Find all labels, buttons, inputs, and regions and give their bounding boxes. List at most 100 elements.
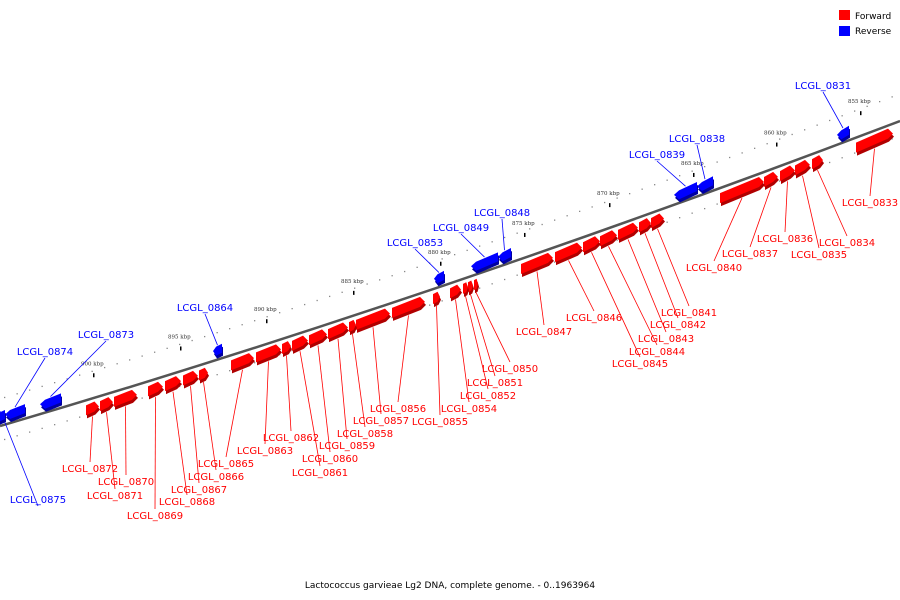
gene-lcgl_0847[interactable] xyxy=(521,252,554,277)
scale-dot xyxy=(504,236,506,239)
gene-lcgl_0841[interactable] xyxy=(651,213,665,232)
gene-lcgl_0862[interactable] xyxy=(282,341,292,358)
gene-lcgl_0873[interactable] xyxy=(40,393,62,412)
gene-lcgl_0844[interactable] xyxy=(600,230,618,250)
scale-dot-lower xyxy=(516,274,518,276)
scale-label: 870 kbp xyxy=(597,191,620,197)
scale-label: 885 kbp xyxy=(341,279,364,285)
callout-line xyxy=(299,351,321,467)
gene-lcgl_0851[interactable] xyxy=(468,280,474,296)
scale-dot xyxy=(729,156,731,159)
scale-label: 855 kbp xyxy=(848,99,871,105)
callout-line xyxy=(317,345,331,453)
gene-arrow xyxy=(780,165,795,182)
scale-dot xyxy=(804,129,806,131)
gene-lcgl_0843[interactable] xyxy=(618,222,639,243)
scale-dot xyxy=(304,303,306,306)
gene-lcgl_0867[interactable] xyxy=(183,370,199,389)
gene-lcgl_0861[interactable] xyxy=(292,335,309,354)
gene-label: LCGL_0851 xyxy=(467,378,523,389)
gene-lcgl_0863[interactable] xyxy=(256,344,282,366)
scale-dot xyxy=(441,258,443,260)
gene-lcgl_0849[interactable] xyxy=(471,252,499,274)
gene-label: LCGL_0842 xyxy=(650,320,706,331)
scale-dot xyxy=(654,184,656,186)
gene-label: LCGL_0860 xyxy=(302,454,358,465)
gene-label: LCGL_0864 xyxy=(177,303,233,314)
gene-lcgl_0846[interactable] xyxy=(555,242,583,266)
scale-dot-lower xyxy=(229,370,231,372)
scale-dot xyxy=(341,291,343,293)
gene-label: LCGL_0849 xyxy=(433,223,489,234)
gene-arrow xyxy=(0,410,5,422)
gene-arrow xyxy=(349,319,356,333)
gene-lcgl_0871[interactable] xyxy=(100,397,114,415)
scale-dot xyxy=(4,396,6,399)
gene-arrow xyxy=(356,308,390,330)
scale-dot-lower xyxy=(829,161,831,164)
gene-arrow xyxy=(292,335,308,351)
scale-major-tick xyxy=(776,142,778,147)
scale-dot xyxy=(29,389,31,391)
callout-line xyxy=(608,246,658,346)
gene-label: LCGL_0848 xyxy=(474,208,530,219)
gene-lcgl_0834[interactable] xyxy=(812,155,824,173)
gene-lcgl_0839[interactable] xyxy=(674,182,698,203)
gene-lcgl_0853[interactable] xyxy=(434,270,445,287)
gene-arrow xyxy=(282,341,291,355)
gene-lcgl_0868[interactable] xyxy=(165,376,182,395)
gene-lcgl_0854[interactable] xyxy=(450,284,462,302)
callout-line xyxy=(784,181,788,233)
gene-lcgl_0848[interactable] xyxy=(498,247,512,265)
gene-lcgl_0860[interactable] xyxy=(309,329,328,349)
gene-arrow xyxy=(795,159,810,176)
callout-line xyxy=(0,411,39,507)
gene-lcgl_0864[interactable] xyxy=(213,343,223,359)
gene-label: LCGL_0857 xyxy=(353,416,409,427)
gene-label: LCGL_0855 xyxy=(412,417,468,428)
gene-arrow xyxy=(213,343,222,356)
callout-line xyxy=(436,305,441,416)
gene-lcgl_0874[interactable] xyxy=(5,404,26,423)
gene-lcgl_0835[interactable] xyxy=(795,159,811,179)
gene-lcgl_0865[interactable] xyxy=(231,353,255,374)
scale-dot-lower xyxy=(16,435,18,437)
gene-lcgl_0856[interactable] xyxy=(392,296,426,321)
gene-label: LCGL_0875 xyxy=(10,495,66,506)
gene-lcgl_0838[interactable] xyxy=(697,176,714,195)
gene-label: LCGL_0837 xyxy=(722,249,778,260)
gene-lcgl_0840[interactable] xyxy=(720,176,765,207)
gene-lcgl_0872[interactable] xyxy=(86,401,100,419)
gene-lcgl_0833[interactable] xyxy=(856,128,894,156)
scale-dot-lower xyxy=(491,283,493,285)
scale-dot xyxy=(141,355,143,357)
gene-lcgl_0859[interactable] xyxy=(328,322,349,343)
gene-lcgl_0842[interactable] xyxy=(639,218,652,236)
gene-lcgl_0837[interactable] xyxy=(764,171,779,190)
gene-lcgl_0858[interactable] xyxy=(349,319,357,336)
gene-lcgl_0875[interactable] xyxy=(0,410,6,425)
scale-dot-lower xyxy=(841,157,843,159)
gene-label: LCGL_0846 xyxy=(566,313,622,324)
gene-lcgl_0836[interactable] xyxy=(780,165,796,185)
scale-dot xyxy=(354,287,356,289)
legend-forward-swatch xyxy=(839,10,850,20)
gene-lcgl_0852[interactable] xyxy=(463,282,469,297)
gene-lcgl_0870[interactable] xyxy=(114,389,138,410)
scale-ticks xyxy=(4,96,893,441)
callout-line xyxy=(475,292,511,363)
gene-lcgl_0869[interactable] xyxy=(148,381,164,400)
scale-dot xyxy=(166,347,168,349)
gene-lcgl_0857[interactable] xyxy=(356,308,391,333)
scale-dot xyxy=(391,275,393,277)
gene-lcgl_0831[interactable] xyxy=(837,125,850,143)
gene-lcgl_0855[interactable] xyxy=(433,291,441,308)
gene-label: LCGL_0845 xyxy=(612,359,668,370)
gene-lcgl_0866[interactable] xyxy=(199,367,209,384)
gene-label: LCGL_0865 xyxy=(198,459,254,470)
scale-dot-lower xyxy=(479,287,481,289)
gene-lcgl_0850[interactable] xyxy=(474,278,479,294)
scale-dot xyxy=(154,351,156,353)
gene-lcgl_0845[interactable] xyxy=(583,236,601,256)
